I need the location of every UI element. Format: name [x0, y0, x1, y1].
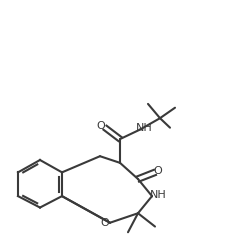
- Text: O: O: [96, 121, 105, 131]
- Text: O: O: [100, 218, 109, 228]
- Text: NH: NH: [150, 190, 167, 200]
- Text: NH: NH: [136, 123, 153, 133]
- Text: O: O: [153, 165, 162, 175]
